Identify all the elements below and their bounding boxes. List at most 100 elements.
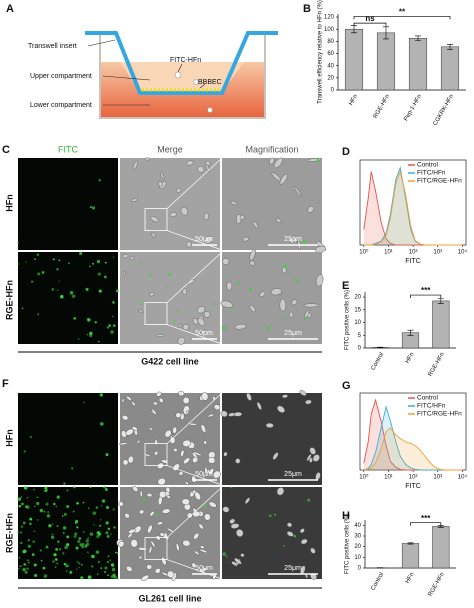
fluorescence bbox=[52, 560, 55, 563]
fluorescence bbox=[117, 577, 119, 580]
cell bbox=[122, 459, 129, 466]
fluorescence bbox=[112, 324, 116, 328]
fluorescence bbox=[231, 307, 235, 311]
cell bbox=[269, 157, 275, 165]
zoom-line bbox=[166, 392, 223, 444]
fluorescence bbox=[105, 521, 109, 525]
cell bbox=[273, 157, 284, 169]
fluorescence bbox=[36, 501, 40, 506]
cell bbox=[128, 528, 136, 534]
x-tick-label: 10¹ bbox=[384, 475, 393, 481]
fluorescence bbox=[25, 261, 27, 263]
cell bbox=[124, 513, 130, 519]
legend-label: Control bbox=[417, 395, 439, 402]
cell bbox=[176, 187, 182, 193]
fluorescence bbox=[39, 549, 42, 552]
diagram-label: FITC-HFn bbox=[170, 57, 201, 64]
fluorescence bbox=[23, 486, 28, 490]
fluorescence bbox=[36, 253, 39, 256]
fluorescence bbox=[319, 294, 322, 297]
cell bbox=[244, 497, 250, 504]
cell bbox=[139, 509, 145, 515]
fluorescence bbox=[62, 552, 65, 555]
fluorescence bbox=[75, 546, 79, 550]
row-label: HFn bbox=[4, 194, 14, 212]
y-axis-label: FITC positive cells (%) bbox=[345, 514, 351, 574]
cell bbox=[234, 323, 247, 330]
fluorescence bbox=[29, 517, 33, 521]
cell bbox=[182, 323, 189, 331]
fluorescence bbox=[63, 512, 67, 516]
fluorescence bbox=[39, 508, 44, 513]
cell bbox=[172, 426, 177, 434]
histogram-area bbox=[363, 428, 463, 470]
fluorescence bbox=[287, 196, 289, 199]
fluorescence bbox=[55, 547, 59, 551]
significance-label: *** bbox=[421, 286, 431, 295]
fluorescence bbox=[104, 261, 107, 264]
fluorescence bbox=[97, 560, 100, 564]
cell bbox=[118, 501, 124, 507]
fluorescence bbox=[73, 486, 76, 489]
fluorescence bbox=[21, 307, 24, 310]
fluorescence bbox=[112, 301, 115, 304]
x-tick-label: HFn bbox=[405, 352, 416, 365]
cell bbox=[312, 454, 320, 462]
histogram-area bbox=[363, 407, 463, 470]
fluorescence bbox=[139, 261, 142, 264]
fluorescence bbox=[17, 241, 19, 244]
cell bbox=[256, 402, 262, 410]
cell bbox=[154, 568, 161, 574]
fluorescence bbox=[69, 291, 74, 295]
fluorescence bbox=[106, 561, 109, 563]
fluorescence bbox=[56, 525, 59, 528]
cell bbox=[226, 281, 233, 291]
fluorescence bbox=[54, 558, 58, 561]
panel-label: E bbox=[342, 280, 349, 292]
fluorescence bbox=[42, 566, 46, 570]
fluorescence bbox=[236, 282, 240, 286]
cell bbox=[156, 391, 162, 397]
fluorescence bbox=[98, 179, 101, 182]
cell bbox=[126, 395, 132, 401]
fluorescence bbox=[106, 326, 109, 329]
cell bbox=[138, 555, 143, 560]
y-tick-label: 30 bbox=[354, 534, 361, 540]
fluorescence bbox=[87, 551, 89, 553]
fluorescence bbox=[222, 552, 227, 556]
cell bbox=[305, 399, 312, 405]
micrograph bbox=[18, 158, 118, 250]
cell bbox=[198, 523, 204, 530]
cell bbox=[281, 267, 287, 274]
x-tick-label: RGE-HFn bbox=[428, 572, 446, 598]
fluorescence bbox=[66, 489, 69, 492]
fluorescence bbox=[102, 500, 105, 503]
cell bbox=[249, 304, 256, 313]
cell bbox=[118, 540, 125, 548]
fluorescence bbox=[66, 505, 70, 509]
scale-bar-label: 25μm bbox=[284, 565, 302, 572]
x-tick-label: Pep-1-HFn bbox=[403, 94, 423, 122]
histogram-area bbox=[363, 171, 463, 245]
fluorescence bbox=[36, 496, 39, 499]
cell bbox=[272, 452, 279, 460]
zoom-box bbox=[144, 537, 168, 560]
fluorescence bbox=[40, 559, 43, 562]
cell bbox=[286, 531, 294, 537]
fluorescence bbox=[89, 265, 91, 267]
zoom-line bbox=[166, 324, 223, 345]
cell bbox=[282, 394, 288, 398]
cell bbox=[132, 485, 139, 492]
y-tick-label: 60 bbox=[327, 51, 334, 57]
fluorescence bbox=[96, 259, 101, 264]
fluorescence bbox=[43, 575, 46, 578]
fluorescence bbox=[29, 522, 32, 526]
fluorescence bbox=[87, 575, 92, 579]
fluorescence bbox=[86, 333, 89, 336]
cell bbox=[133, 525, 142, 534]
fluorescence bbox=[37, 519, 39, 521]
cell bbox=[167, 570, 175, 579]
cell bbox=[197, 165, 205, 173]
fluorescence bbox=[78, 566, 80, 569]
